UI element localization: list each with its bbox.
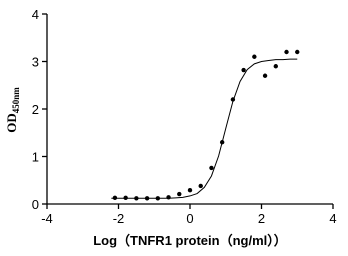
data-point [241,67,246,73]
data-point [295,49,300,55]
x-tick-label: 0 [186,211,193,226]
data-point [198,183,203,189]
x-tick-label: 2 [258,211,265,226]
data-point [273,64,278,69]
y-axis-label: OD450nm [4,87,21,133]
data-point [166,195,171,200]
x-tick-label: -4 [41,211,53,226]
data-point [187,188,193,193]
data-point [262,73,268,78]
y-axis-label-sub: 450nm [11,87,21,114]
y-tick-label: 1 [32,150,39,165]
data-point [177,191,182,197]
data-point [284,49,289,55]
x-tick-label: 4 [329,211,336,226]
x-tick-label: -2 [113,211,125,226]
data-point [209,165,214,171]
x-axis-label: Log（TNFR1 protein（ng/ml）） [93,233,287,248]
fit-curve [111,58,298,199]
y-tick-label: 4 [32,7,39,22]
data-point [252,54,257,59]
y-axis-label-main: OD [4,113,19,133]
y-tick-label: 3 [32,55,39,70]
y-tick-label: 0 [32,197,39,212]
y-tick-label: 2 [32,102,39,117]
